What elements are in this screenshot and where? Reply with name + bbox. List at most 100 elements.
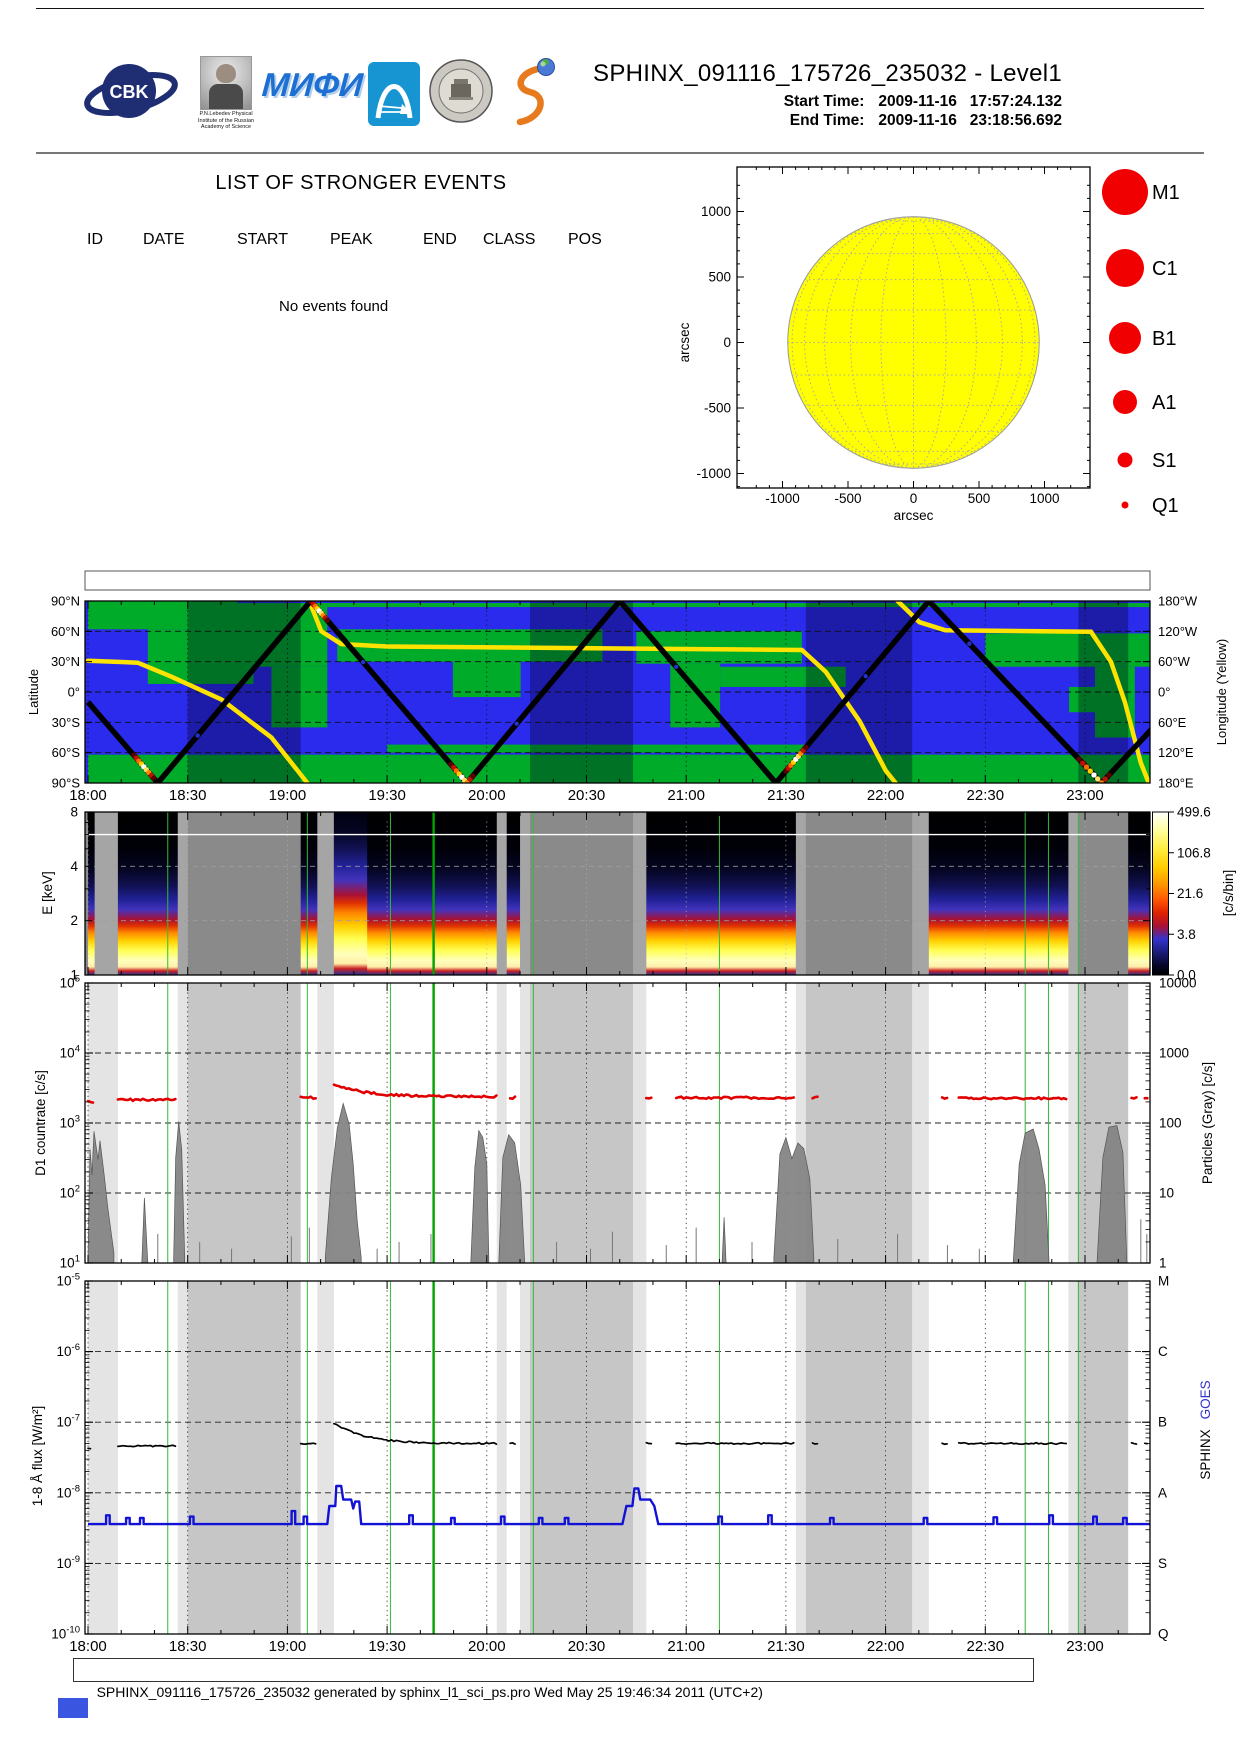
particle-cluster [87,1131,115,1264]
particle-cluster [470,1129,490,1264]
svg-text:1: 1 [70,968,78,983]
orbit-time-tick: 20:30 [568,787,606,804]
logo-cbk: CBK [84,58,178,130]
start-time-label: Start Time: [783,93,865,110]
world-map [85,601,1150,783]
orbit-time-tick: 22:00 [867,787,905,804]
lebedev-caption: P.N.Lebedev Physical Institute of the Ru… [198,111,254,131]
track-glow-dot [470,773,476,779]
colorbar-label: 21.6 [1177,886,1203,901]
svg-text:10-9: 10-9 [57,1554,80,1571]
logo-lebedev-institute: P.N.Lebedev Physical Institute of the Ru… [192,56,260,136]
orbit-plot: 90°N 180°W 60°N 120°W 30°N 60°W 0° 0° 30°S 60°E 60… [26,570,1229,804]
track-glow-dot [1087,768,1093,774]
events-col-start: START [237,231,288,248]
colorbar-label: 3.8 [1177,927,1196,942]
flux-time-tick: 19:00 [269,1638,307,1655]
svg-text:102: 102 [60,1184,80,1201]
spectrogram-data [928,812,1069,975]
legend-dot-C1 [1106,249,1144,287]
svg-text:101: 101 [60,1254,80,1271]
particle-cluster [1012,1128,1050,1264]
svg-text:100: 100 [1159,1116,1182,1131]
flux-time-tick: 18:00 [69,1638,107,1655]
colorbar [1152,811,1169,976]
legend-label-A1: A1 [1152,392,1176,414]
svg-text:10: 10 [1159,1186,1174,1201]
sphinx-s-graphic [516,58,555,126]
legend-dot-A1 [1113,390,1137,414]
svg-text:105: 105 [60,974,80,991]
svg-text:0: 0 [910,491,918,506]
track-blue-dot [514,721,519,726]
track-glow-dot [1095,776,1101,782]
end-time-value: 2009-11-16 23:18:56.692 [878,112,1062,129]
svg-text:1000: 1000 [701,204,731,219]
goes-class-B: B [1158,1415,1167,1430]
flux-time-tick: 21:00 [667,1638,705,1655]
svg-text:90°S: 90°S [52,775,81,790]
flux-time-tick: 20:30 [568,1638,606,1655]
flux-time-tick: 22:00 [867,1638,905,1655]
sun-xlabel: arcsec [894,508,934,523]
colorbar-unit: [c/s/bin] [1221,870,1236,917]
track-glow-dot [151,775,157,782]
legend-dot-Q1 [1121,501,1129,509]
cbk-text: CBK [110,82,149,102]
svg-text:60°E: 60°E [1158,715,1187,730]
svg-text:60°S: 60°S [52,745,81,760]
events-col-date: DATE [143,231,185,248]
header-rule [36,152,1204,154]
latitude-line [85,601,1150,783]
start-time-value: 2009-11-16 17:57:24.132 [878,93,1062,110]
flux-time-tick: 20:00 [468,1638,506,1655]
svg-text:500: 500 [968,491,991,506]
flux-time-tick: 19:30 [368,1638,406,1655]
events-col-end: END [423,231,457,248]
svg-text:120°W: 120°W [1158,624,1198,639]
svg-text:103: 103 [60,1114,80,1131]
svg-text:-1000: -1000 [765,491,800,506]
logo-sphinx [500,56,562,130]
events-col-peak: PEAK [330,231,373,248]
goes-class-A: A [1158,1485,1167,1500]
svg-text:10-5: 10-5 [57,1272,80,1289]
svg-text:60°N: 60°N [51,624,80,639]
flux-time-tick: 21:30 [767,1638,805,1655]
start-time-row: Start Time: 2009-11-16 17:57:24.132 [562,93,1062,111]
track-glow-dot [803,744,809,751]
spectrogram-ylabel: E [keV] [40,871,55,915]
svg-text:0°: 0° [1158,685,1170,700]
events-col-id: ID [87,231,103,248]
events-col-class: CLASS [483,231,536,248]
logo-mephi: МИФИ [260,66,366,118]
goes-class-C: C [1158,1344,1168,1359]
svg-text:-1000: -1000 [696,466,731,481]
orbit-time-tick: 21:30 [767,787,805,804]
mephi-text: МИФИ [260,66,365,103]
orbit-time-tick: 22:30 [967,787,1005,804]
track-glow-dot [1106,772,1112,778]
track-blue-dot [863,674,868,679]
svg-text:1000: 1000 [1029,491,1059,506]
orbit-time-tick: 23:00 [1066,787,1104,804]
track-glow-dot [1076,756,1082,762]
spectrogram-data [1128,812,1150,975]
orbit-time-tick: 18:30 [169,787,207,804]
spectrogram-data [506,812,521,975]
svg-text:8: 8 [70,805,78,820]
flux-ylabel: 1-8 Å flux [W/m²] [30,1406,45,1507]
svg-text:10-7: 10-7 [57,1413,80,1430]
spectrogram-data [88,812,95,975]
solar-grid [787,216,1040,469]
particles-ylabel: Particles (Gray) [c/s] [1200,1062,1215,1184]
svg-text:90°N: 90°N [51,594,80,609]
d1-ylabel: D1 countrate [c/s] [33,1070,48,1176]
svg-text:120°E: 120°E [1158,745,1194,760]
svg-text:0°: 0° [68,685,80,700]
legend-dot-M1 [1102,169,1148,215]
orbit-time-tick: 19:30 [368,787,406,804]
cbk-logo-graphic: CBK [84,64,178,118]
series-legend-rotated: SPHINXGOES [1198,1380,1213,1479]
